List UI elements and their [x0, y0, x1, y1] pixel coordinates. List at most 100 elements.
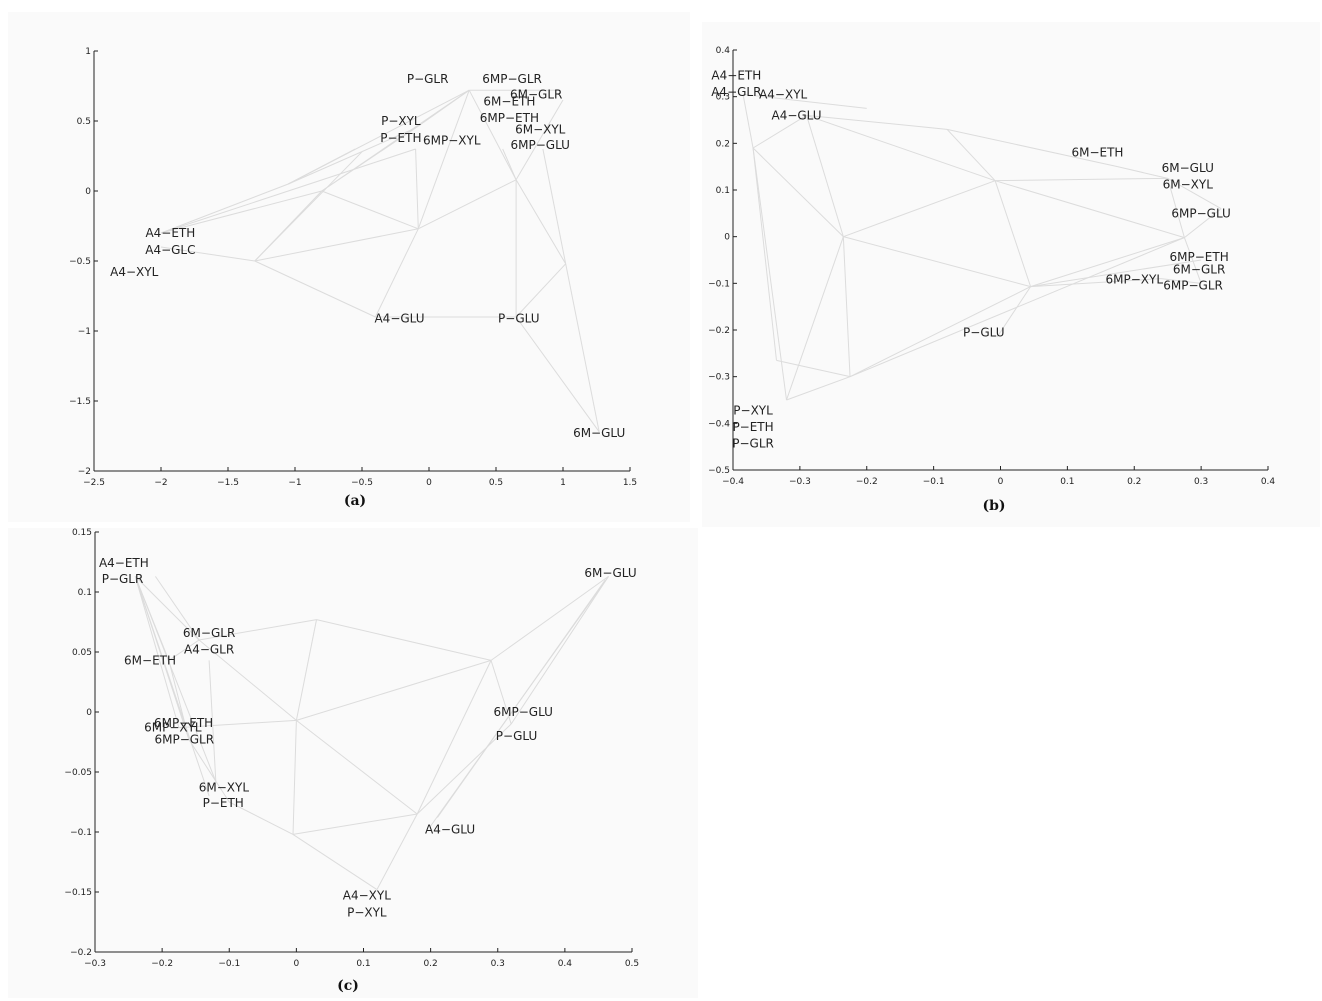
network-edge	[178, 719, 297, 729]
network-edge	[995, 177, 1168, 182]
network-edge	[806, 114, 996, 182]
network-edge	[188, 739, 230, 803]
point-label: 6M−GLR	[183, 626, 235, 640]
network-edge	[776, 359, 851, 378]
y-tick-label: 0.4	[716, 46, 731, 56]
y-tick-label: −0.1	[708, 279, 730, 289]
point-label: 6M−XYL	[1163, 177, 1214, 191]
point-label: 6M−GLR	[1173, 262, 1225, 276]
network-edge	[254, 228, 419, 262]
point-label: 6M−GLR	[510, 87, 562, 101]
network-edge	[155, 576, 200, 641]
network-edge	[436, 579, 606, 818]
x-tick-label: 1	[560, 478, 566, 488]
network-edge	[542, 148, 567, 264]
network-edge	[742, 94, 754, 149]
x-tick-label: 0.1	[1060, 477, 1074, 487]
point-label: P−GLU	[498, 311, 539, 325]
point-label: P−GLR	[407, 72, 449, 86]
y-tick-label: 0	[86, 708, 92, 718]
network-edge	[415, 148, 419, 229]
network-edge	[416, 660, 492, 815]
network-edge	[752, 147, 844, 238]
network-edge	[515, 99, 564, 181]
panel-c-background	[8, 528, 698, 998]
network-edge	[1030, 278, 1162, 288]
network-edge	[160, 246, 255, 262]
network-edge	[168, 660, 190, 740]
x-tick-label: 1.5	[623, 478, 637, 488]
point-label: 6M−GLU	[1162, 161, 1214, 175]
point-label: A4−ETH	[99, 556, 149, 570]
x-tick-label: −0.1	[923, 477, 945, 487]
network-edge	[515, 179, 567, 265]
point-label: A4−ETH	[145, 226, 195, 240]
network-edge	[292, 813, 418, 835]
point-label: 6MP−ETH	[154, 716, 213, 730]
point-label: A4−XYL	[759, 87, 807, 101]
network-edge	[229, 801, 294, 835]
network-edge	[946, 128, 1118, 168]
edge-group	[742, 93, 1222, 401]
y-tick-label: −1	[78, 327, 91, 337]
y-tick-label: −0.5	[708, 466, 730, 476]
network-edge	[254, 151, 363, 262]
x-tick-label: 0.2	[1127, 477, 1141, 487]
network-edge	[842, 236, 851, 377]
point-label: 6MP−XYL	[144, 721, 202, 735]
network-edge	[843, 236, 1031, 288]
network-edge	[288, 148, 356, 185]
network-edge	[416, 723, 512, 815]
point-label: 6MP−GLU	[1171, 206, 1230, 220]
point-label: P−XYL	[347, 905, 387, 919]
x-tick-label: −0.1	[218, 959, 240, 969]
point-label: P−ETH	[732, 420, 773, 434]
network-edge	[806, 115, 844, 237]
panel-b: −0.4 −0.3 −0.2 −0.1 0 0.1 0.2 0.3 0.4−0.5−0.4−0.…	[708, 46, 1275, 514]
network-edge	[994, 180, 1032, 287]
x-tick-label: 0.4	[558, 959, 573, 969]
network-edge	[321, 127, 416, 192]
x-tick-label: −0.5	[351, 478, 373, 488]
panel-caption: (b)	[982, 498, 1005, 514]
point-label: P−ETH	[380, 131, 421, 145]
network-edge	[292, 720, 297, 835]
network-edge	[515, 263, 567, 318]
network-edge	[296, 720, 418, 815]
point-label: 6MP−ETH	[480, 111, 539, 125]
network-edge	[168, 639, 200, 661]
point-label: A4−GLU	[771, 108, 821, 122]
network-edge	[374, 228, 419, 318]
network-edge	[1160, 278, 1202, 284]
network-edge	[134, 576, 210, 797]
point-label: 6M−ETH	[124, 653, 176, 667]
network-edge	[417, 90, 470, 229]
point-label: P−GLU	[963, 325, 1004, 339]
point-label: P−GLR	[102, 572, 144, 586]
network-edge	[134, 576, 217, 782]
x-tick-label: 0	[426, 478, 432, 488]
x-tick-label: −1	[288, 478, 301, 488]
network-edge	[295, 619, 318, 721]
point-label: 6MP−GLR	[482, 72, 542, 86]
x-tick-label: 0.1	[356, 959, 370, 969]
network-edge	[1167, 177, 1222, 210]
point-label: 6M−GLU	[584, 566, 636, 580]
point-label: 6MP−XYL	[423, 134, 481, 148]
point-label: A4−XYL	[343, 889, 391, 903]
x-tick-label: −0.2	[856, 477, 878, 487]
network-edge	[502, 148, 517, 180]
y-tick-label: −0.2	[708, 326, 730, 336]
network-edge	[1184, 208, 1222, 238]
network-edge	[849, 286, 1031, 378]
panel-c: −0.3 −0.2 −0.1 0 0.1 0.2 0.3 0.4 0.5−0.2−0.15−0.…	[64, 528, 639, 994]
network-edge	[843, 180, 996, 238]
point-label: 6M−GLU	[573, 426, 625, 440]
point-label: A4−GLR	[184, 643, 234, 657]
point-label: P−ETH	[203, 796, 244, 810]
x-tick-label: 0.3	[1194, 477, 1208, 487]
point-label: 6MP−GLR	[1163, 279, 1223, 293]
network-edge	[321, 190, 419, 230]
y-tick-label: 0.1	[78, 588, 92, 598]
